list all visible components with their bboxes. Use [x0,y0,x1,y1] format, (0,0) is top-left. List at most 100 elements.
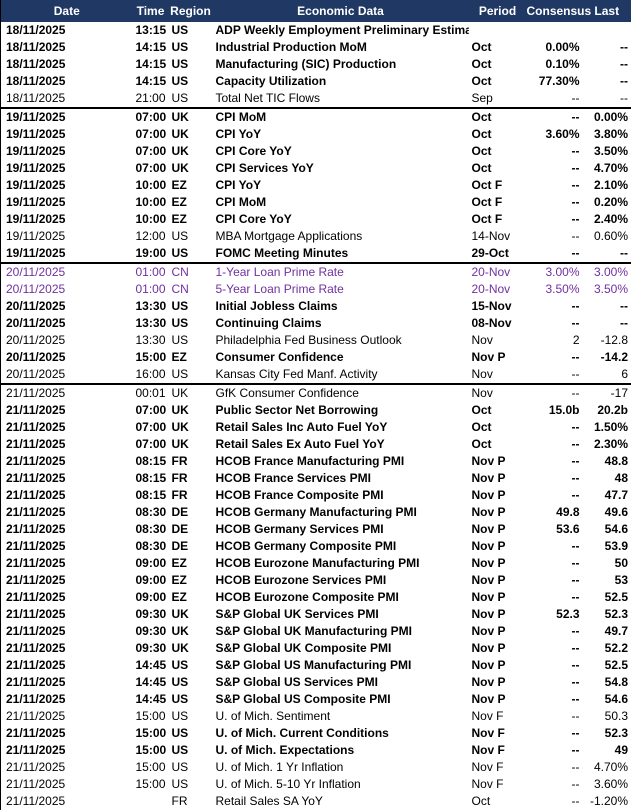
table-cell: Capacity Utilization [213,73,469,90]
table-cell: US [169,776,213,793]
table-cell: HCOB France Manufacturing PMI [213,453,469,470]
table-cell: Oct F [469,211,527,228]
table-cell: 20/11/2025 [1,332,133,349]
table-cell: CPI YoY [213,126,469,143]
table-cell: 14:15 [133,73,169,90]
table-cell: US [169,708,213,725]
table-cell: -- [583,298,631,315]
table-cell: -- [583,245,631,263]
table-cell [527,22,583,39]
table-cell: 0.60% [583,228,631,245]
table-cell: Nov P [469,572,527,589]
table-cell: -- [527,538,583,555]
table-cell: 14:45 [133,657,169,674]
table-cell: 20.2b [583,402,631,419]
table-cell: Nov P [469,589,527,606]
table-cell: Nov F [469,776,527,793]
table-cell: HCOB Eurozone Services PMI [213,572,469,589]
table-cell: -- [527,143,583,160]
table-cell: Oct [469,402,527,419]
table-cell: 52.5 [583,657,631,674]
table-cell: 16:00 [133,366,169,384]
table-cell: US [169,90,213,108]
table-cell: Continuing Claims [213,315,469,332]
column-header: Time [133,0,169,22]
table-cell: Initial Jobless Claims [213,298,469,315]
table-cell: UK [169,126,213,143]
table-cell: US [169,742,213,759]
table-cell: EZ [169,349,213,366]
table-cell: 53.9 [583,538,631,555]
table-cell: Oct [469,436,527,453]
table-cell: 50 [583,555,631,572]
table-cell: 21/11/2025 [1,691,133,708]
table-cell: 53.6 [527,521,583,538]
table-cell: 2.40% [583,211,631,228]
table-cell: UK [169,419,213,436]
table-cell: 09:30 [133,640,169,657]
table-cell: 18/11/2025 [1,39,133,56]
table-cell: -- [527,160,583,177]
table-cell: HCOB France Services PMI [213,470,469,487]
table-cell: 21/11/2025 [1,606,133,623]
table-cell: 21/11/2025 [1,572,133,589]
table-cell: HCOB Germany Services PMI [213,521,469,538]
table-cell: -1.20% [583,793,631,810]
table-cell: 13:30 [133,298,169,315]
table-cell: 21/11/2025 [1,725,133,742]
table-cell: FR [169,487,213,504]
table-cell: 52.2 [583,640,631,657]
table-cell: 21/11/2025 [1,384,133,402]
table-cell: 07:00 [133,126,169,143]
table-cell: 00:01 [133,384,169,402]
table-cell: 15:00 [133,349,169,366]
table-cell: 08-Nov [469,315,527,332]
table-cell: 19/11/2025 [1,194,133,211]
table-cell: 21/11/2025 [1,487,133,504]
table-cell: 3.60% [527,126,583,143]
table-cell: US [169,56,213,73]
table-cell: US [169,228,213,245]
table-cell: 15:00 [133,742,169,759]
table-cell: DE [169,521,213,538]
table-cell: S&P Global US Composite PMI [213,691,469,708]
table-cell: 29-Oct [469,245,527,263]
table-cell: 21/11/2025 [1,708,133,725]
table-cell: 52.3 [527,606,583,623]
table-cell: Nov F [469,759,527,776]
table-cell: UK [169,606,213,623]
table-cell: Nov [469,384,527,402]
table-cell: DE [169,538,213,555]
table-cell: Oct [469,39,527,56]
table-cell: 21/11/2025 [1,589,133,606]
table-cell: 21/11/2025 [1,640,133,657]
table-cell: 21/11/2025 [1,657,133,674]
table-cell: US [169,759,213,776]
table-cell: Oct [469,419,527,436]
table-cell: 5-Year Loan Prime Rate [213,281,469,298]
table-cell: 13:15 [133,22,169,39]
table-cell [133,793,169,810]
table-cell: 47.7 [583,487,631,504]
table-cell: Nov P [469,674,527,691]
table-cell: 19/11/2025 [1,211,133,228]
table-cell: 14:45 [133,674,169,691]
table-cell: CPI MoM [213,108,469,126]
table-cell: Oct [469,793,527,810]
table-cell: -- [527,419,583,436]
table-cell: UK [169,384,213,402]
table-cell: US [169,332,213,349]
